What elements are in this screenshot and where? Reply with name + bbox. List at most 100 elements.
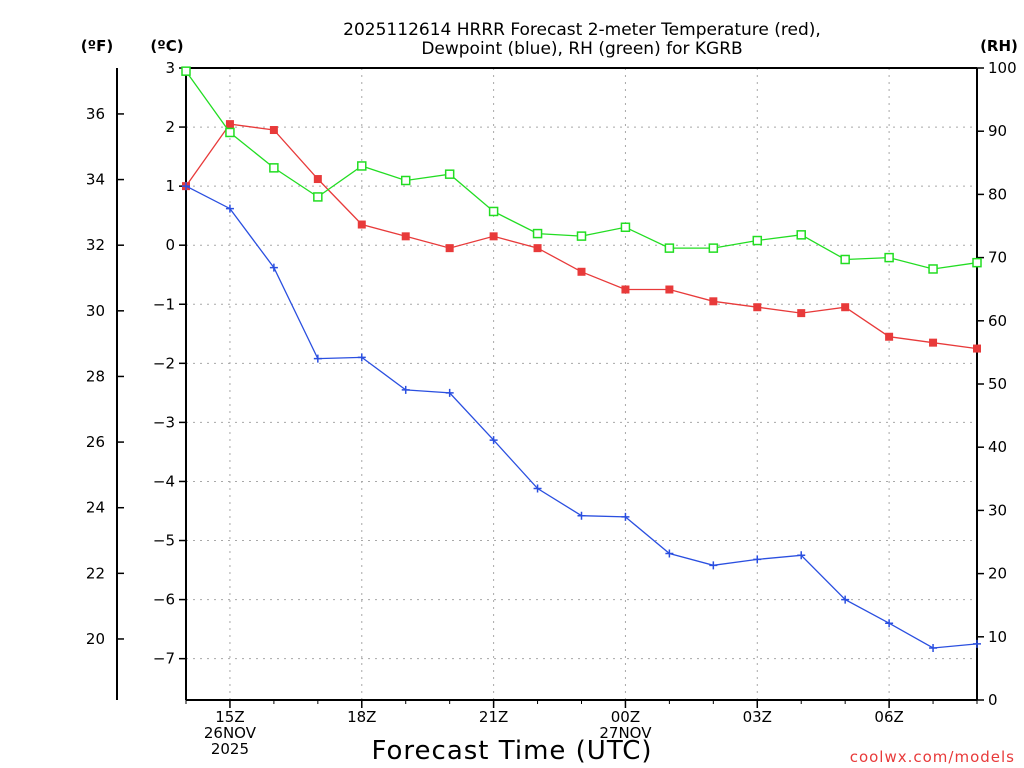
temperature-point [709,297,718,306]
chart-title-line1: 2025112614 HRRR Forecast 2-meter Tempera… [343,20,821,40]
rh-point [972,257,982,268]
rh-point [708,243,719,253]
rh-point [576,231,587,241]
rh-point [532,228,543,239]
temperature-point [533,244,542,253]
fahrenheit-tick-label: 20 [86,630,105,648]
time-tick-label: 27NOV [599,724,652,742]
rh-point [840,254,850,265]
dewpoint-point [269,263,278,272]
dewpoint-point [753,555,762,564]
rh-tick-label: 90 [988,122,1007,140]
fahrenheit-tick-label: 36 [86,105,105,123]
temperature-point [929,338,938,347]
temperature-point [225,120,234,129]
temperature-point [797,309,806,318]
temperature-point [753,303,762,312]
time-tick-label: 21Z [479,708,508,726]
fahrenheit-tick-label: 28 [86,367,105,385]
celsius-tick-label: 3 [165,59,175,77]
celsius-tick-label: −1 [153,295,175,313]
dewpoint-point [225,204,234,213]
dewpoint-point [357,353,366,362]
rh-tick-label: 60 [988,312,1007,330]
rh-tick-label: 40 [988,438,1007,456]
rh-point [796,230,806,240]
time-tick-label: 00Z [611,708,640,726]
temperature-point [313,175,322,184]
fahrenheit-tick-label: 26 [86,433,105,451]
rh-point [269,163,279,173]
temperature-point [357,220,366,229]
tick-labels: 3210−1−2−3−4−5−6−73634323028262422201009… [86,59,1017,758]
time-tick-label: 15Z [215,708,244,726]
dewpoint-point [313,354,322,363]
fahrenheit-tick-label: 24 [86,499,105,517]
rh-point [664,243,675,253]
chart-title-line2: Dewpoint (blue), RH (green) for KGRB [421,39,742,59]
time-tick-label: 26NOV [204,724,257,742]
rh-tick-label: 10 [988,628,1007,646]
dewpoint-point [841,595,850,604]
rh-point [884,252,894,263]
rh-point [444,169,455,179]
dewpoint-point [182,182,190,191]
rh-point [313,192,323,202]
fahrenheit-tick-label: 22 [86,564,105,582]
temperature-point [973,344,981,353]
dewpoint-point [709,561,718,570]
rh-point [357,161,367,171]
dewpoint-point [665,549,674,558]
temperature-point [885,332,894,341]
dewpoint-line [185,185,978,649]
temperature-point [445,244,454,253]
dewpoint-point [577,511,586,520]
rh-point [181,66,191,76]
rh-point [488,206,499,217]
temperature-point [401,232,410,241]
celsius-tick-label: −7 [153,650,175,668]
time-tick-label: 2025 [211,740,249,758]
x-axis-label: Forecast Time (UTC) [371,736,652,766]
axes [116,67,984,708]
temperature-point [841,303,850,312]
celsius-tick-label: 1 [165,177,175,195]
rh-tick-label: 80 [988,185,1007,203]
temperature-point [489,232,498,241]
celsius-tick-label: −2 [153,354,175,372]
celsius-tick-label: −5 [153,532,175,550]
rh-point [400,175,411,186]
rh-tick-label: 50 [988,375,1007,393]
rh-tick-label: 0 [988,691,998,709]
dewpoint-point [797,551,806,560]
temperature-point [621,285,630,294]
fahrenheit-tick-label: 30 [86,302,105,320]
dewpoint-point [445,388,454,397]
time-tick-label: 18Z [347,708,376,726]
temperature-point [577,267,586,276]
gridlines [186,68,977,700]
fahrenheit-unit-label: (ºF) [81,37,113,55]
source-credit: coolwx.com/models [850,748,1015,766]
dewpoint-point [533,484,542,493]
time-tick-label: 03Z [743,708,772,726]
celsius-tick-label: 0 [165,236,175,254]
rh-point [752,235,763,246]
rh-point [928,264,938,274]
time-tick-label: 06Z [874,708,903,726]
celsius-tick-label: −3 [153,413,175,431]
rh-point [620,222,631,233]
rh-tick-label: 20 [988,565,1007,583]
fahrenheit-tick-label: 32 [86,236,105,254]
celsius-tick-label: 2 [165,118,175,136]
rh-unit-label: (RH) [980,37,1018,55]
dewpoint-point [885,619,894,628]
dewpoint-point [401,385,410,394]
rh-point [225,127,235,138]
celsius-unit-label: (ºC) [150,37,183,55]
dewpoint-point [489,436,498,445]
dewpoint-point [973,639,981,648]
temperature-point [665,285,674,294]
rh-tick-label: 70 [988,249,1007,267]
